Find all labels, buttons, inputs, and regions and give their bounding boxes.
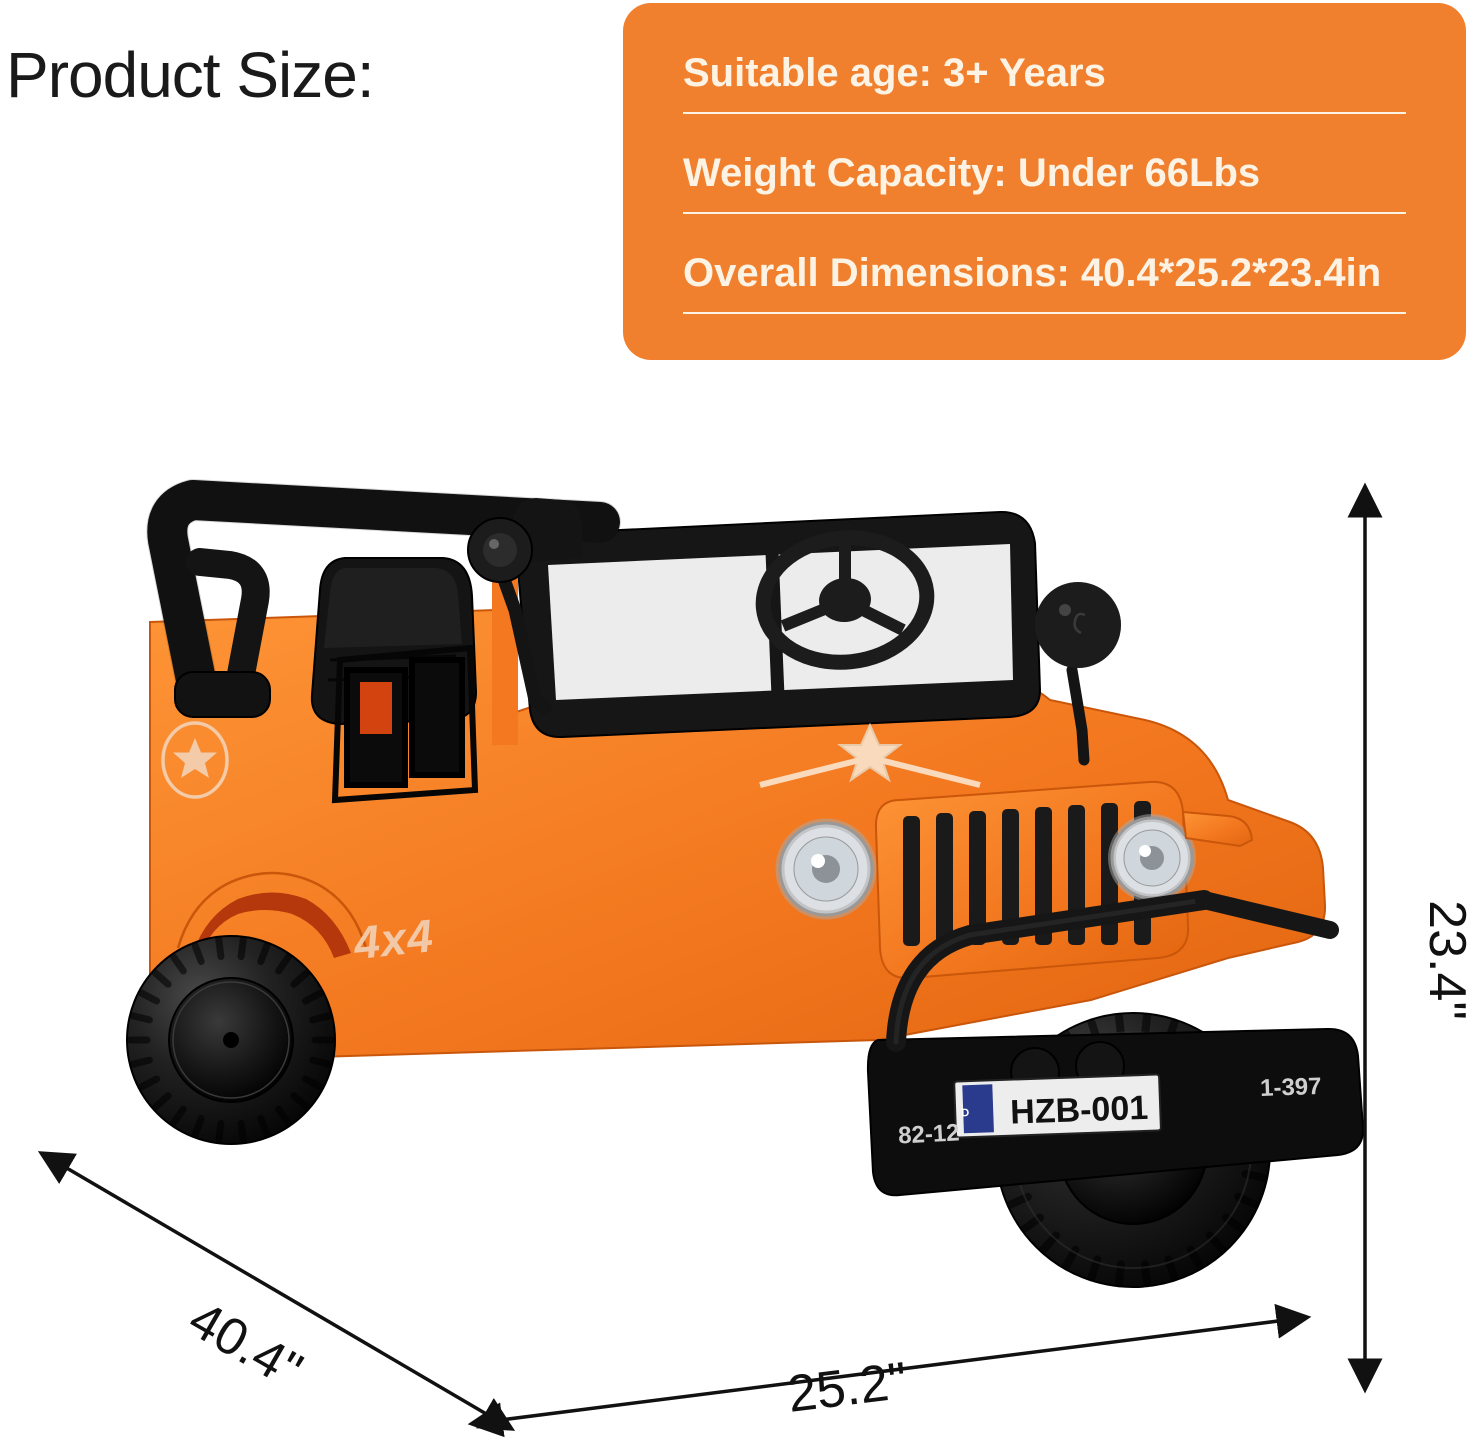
svg-text:D: D (961, 1107, 969, 1119)
svg-text:1-397: 1-397 (1260, 1073, 1322, 1102)
svg-text:4x4: 4x4 (350, 909, 436, 969)
svg-text:40.4": 40.4" (179, 1290, 312, 1400)
svg-text:25.2": 25.2" (784, 1352, 910, 1424)
svg-text:HZB-001: HZB-001 (1010, 1089, 1149, 1132)
svg-text:82-12: 82-12 (897, 1119, 960, 1149)
svg-text:23.4": 23.4" (1418, 900, 1476, 1020)
